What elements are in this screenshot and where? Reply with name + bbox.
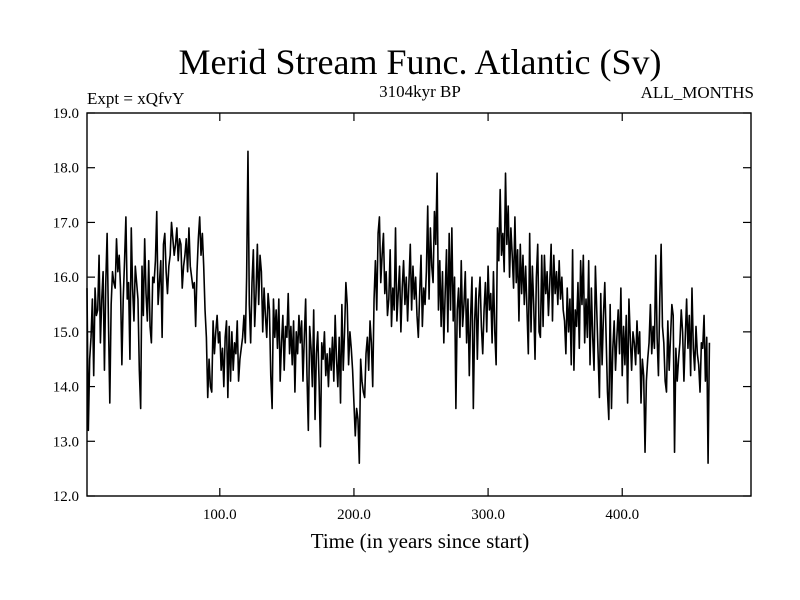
- x-axis-label: Time (in years since start): [311, 529, 530, 553]
- months-label: ALL_MONTHS: [641, 83, 754, 102]
- y-axis: 12.0 13.0 14.0 15.0 16.0 17.0 18.0 19.0: [53, 106, 751, 505]
- y-tick-label: 17.0: [53, 215, 79, 231]
- x-axis: 100.0 200.0 300.0 400.0: [203, 113, 639, 523]
- x-tick-label: 100.0: [203, 507, 237, 523]
- y-tick-label: 13.0: [53, 434, 79, 450]
- y-tick-label: 19.0: [53, 106, 79, 122]
- y-tick-label: 18.0: [53, 161, 79, 177]
- series-line: [86, 150, 711, 464]
- plot-frame: [86, 112, 752, 497]
- x-tick-label: 200.0: [337, 507, 371, 523]
- experiment-label: Expt = xQfvY: [87, 89, 184, 108]
- y-tick-label: 12.0: [53, 489, 79, 505]
- y-tick-label: 16.0: [53, 270, 79, 286]
- x-tick-label: 300.0: [471, 507, 505, 523]
- period-label: 3104kyr BP: [379, 82, 461, 101]
- y-tick-label: 15.0: [53, 325, 79, 341]
- chart-title: Merid Stream Func. Atlantic (Sv): [179, 42, 662, 82]
- y-tick-label: 14.0: [53, 380, 79, 396]
- x-tick-label: 400.0: [605, 507, 639, 523]
